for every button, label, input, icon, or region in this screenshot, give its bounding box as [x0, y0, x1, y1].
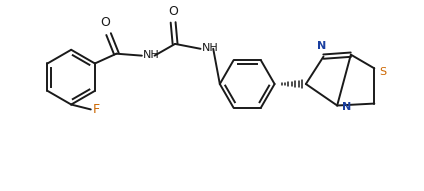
Text: NH: NH	[201, 43, 218, 53]
Text: N: N	[317, 41, 326, 51]
Text: NH: NH	[143, 50, 159, 60]
Text: N: N	[342, 102, 351, 112]
Text: O: O	[168, 5, 178, 18]
Text: O: O	[101, 16, 111, 29]
Text: S: S	[379, 67, 386, 77]
Text: F: F	[93, 103, 100, 116]
